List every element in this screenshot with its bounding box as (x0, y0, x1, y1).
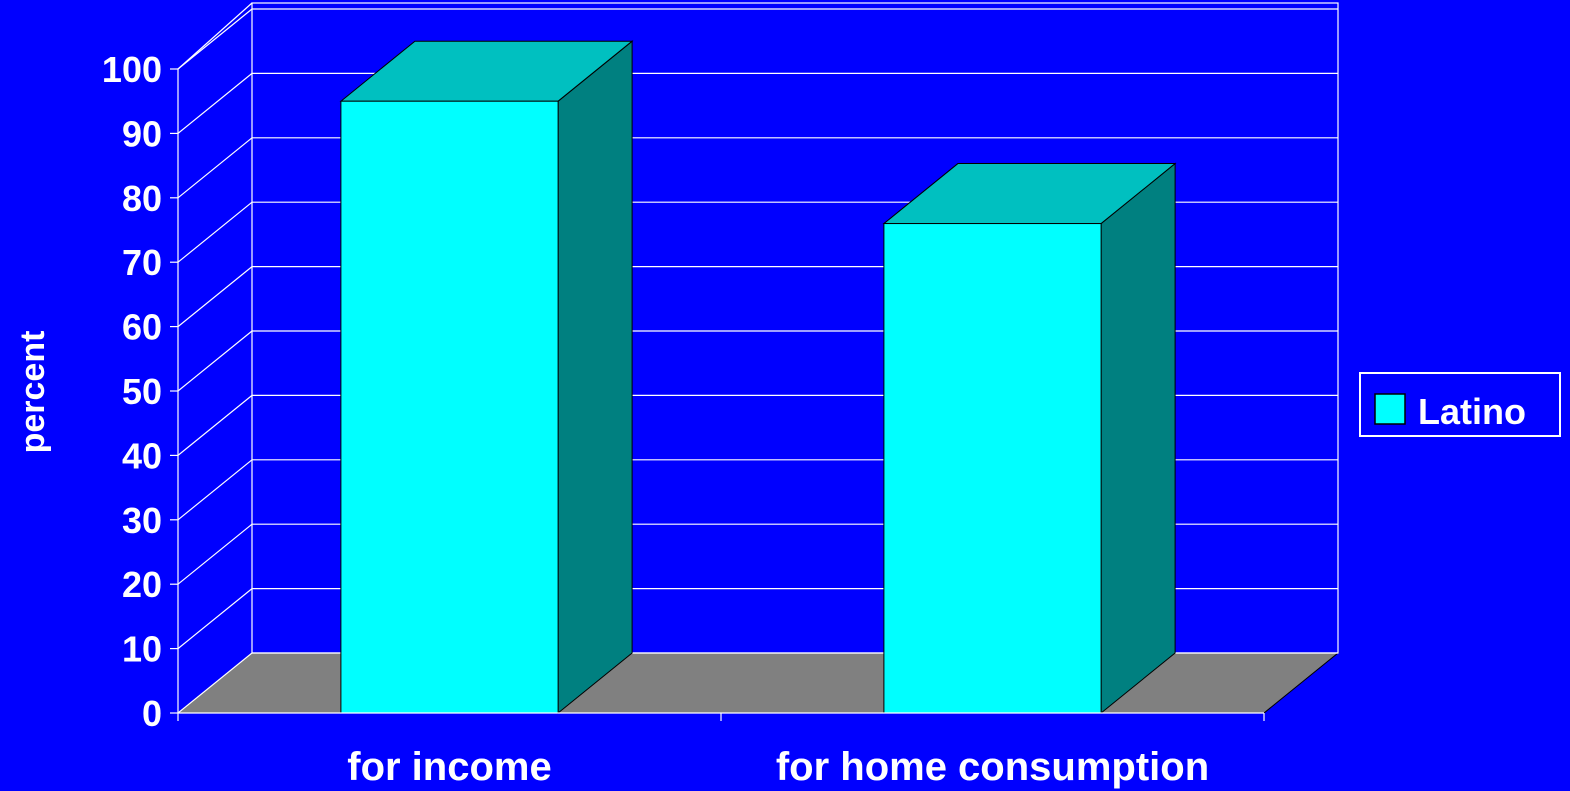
bar-front (883, 223, 1102, 714)
y-tick-label: 20 (122, 564, 162, 605)
gridline-side (177, 588, 253, 650)
bar-side (557, 40, 633, 715)
gridline-side (177, 652, 253, 714)
y-tick-label: 60 (122, 307, 162, 348)
y-tick-label: 40 (122, 435, 162, 476)
y-tick-label: 0 (142, 693, 162, 734)
gridline-side (177, 523, 253, 585)
y-tick-label: 10 (122, 629, 162, 670)
y-tick-label: 90 (122, 113, 162, 154)
legend-swatch-latino (1374, 393, 1406, 425)
bar-side (1100, 162, 1176, 715)
bar-0 (339, 40, 634, 715)
legend-label-latino: Latino (1418, 391, 1526, 432)
gridline-side (177, 266, 253, 328)
gridline-side (177, 394, 253, 456)
bar-1 (882, 162, 1177, 715)
y-tick-label: 100 (102, 49, 162, 90)
y-tick-label: 70 (122, 242, 162, 283)
x-tick-label: for income (347, 745, 551, 789)
x-tick-label: for home consumption (776, 745, 1209, 789)
y-tick-label: 80 (122, 178, 162, 219)
legend-frame (1359, 372, 1561, 437)
bar-front (340, 100, 559, 714)
legend: Latino (1359, 372, 1561, 437)
gridline-side (177, 137, 253, 199)
gridline-side (177, 459, 253, 521)
y-axis-label: percent (14, 331, 52, 454)
gridline-side (177, 72, 253, 134)
y-tick-label: 30 (122, 500, 162, 541)
gridline-side (177, 8, 253, 70)
side-wall-edge (177, 2, 253, 70)
y-tick-label: 50 (122, 371, 162, 412)
gridline-side (177, 201, 253, 263)
gridline-side (177, 330, 253, 392)
